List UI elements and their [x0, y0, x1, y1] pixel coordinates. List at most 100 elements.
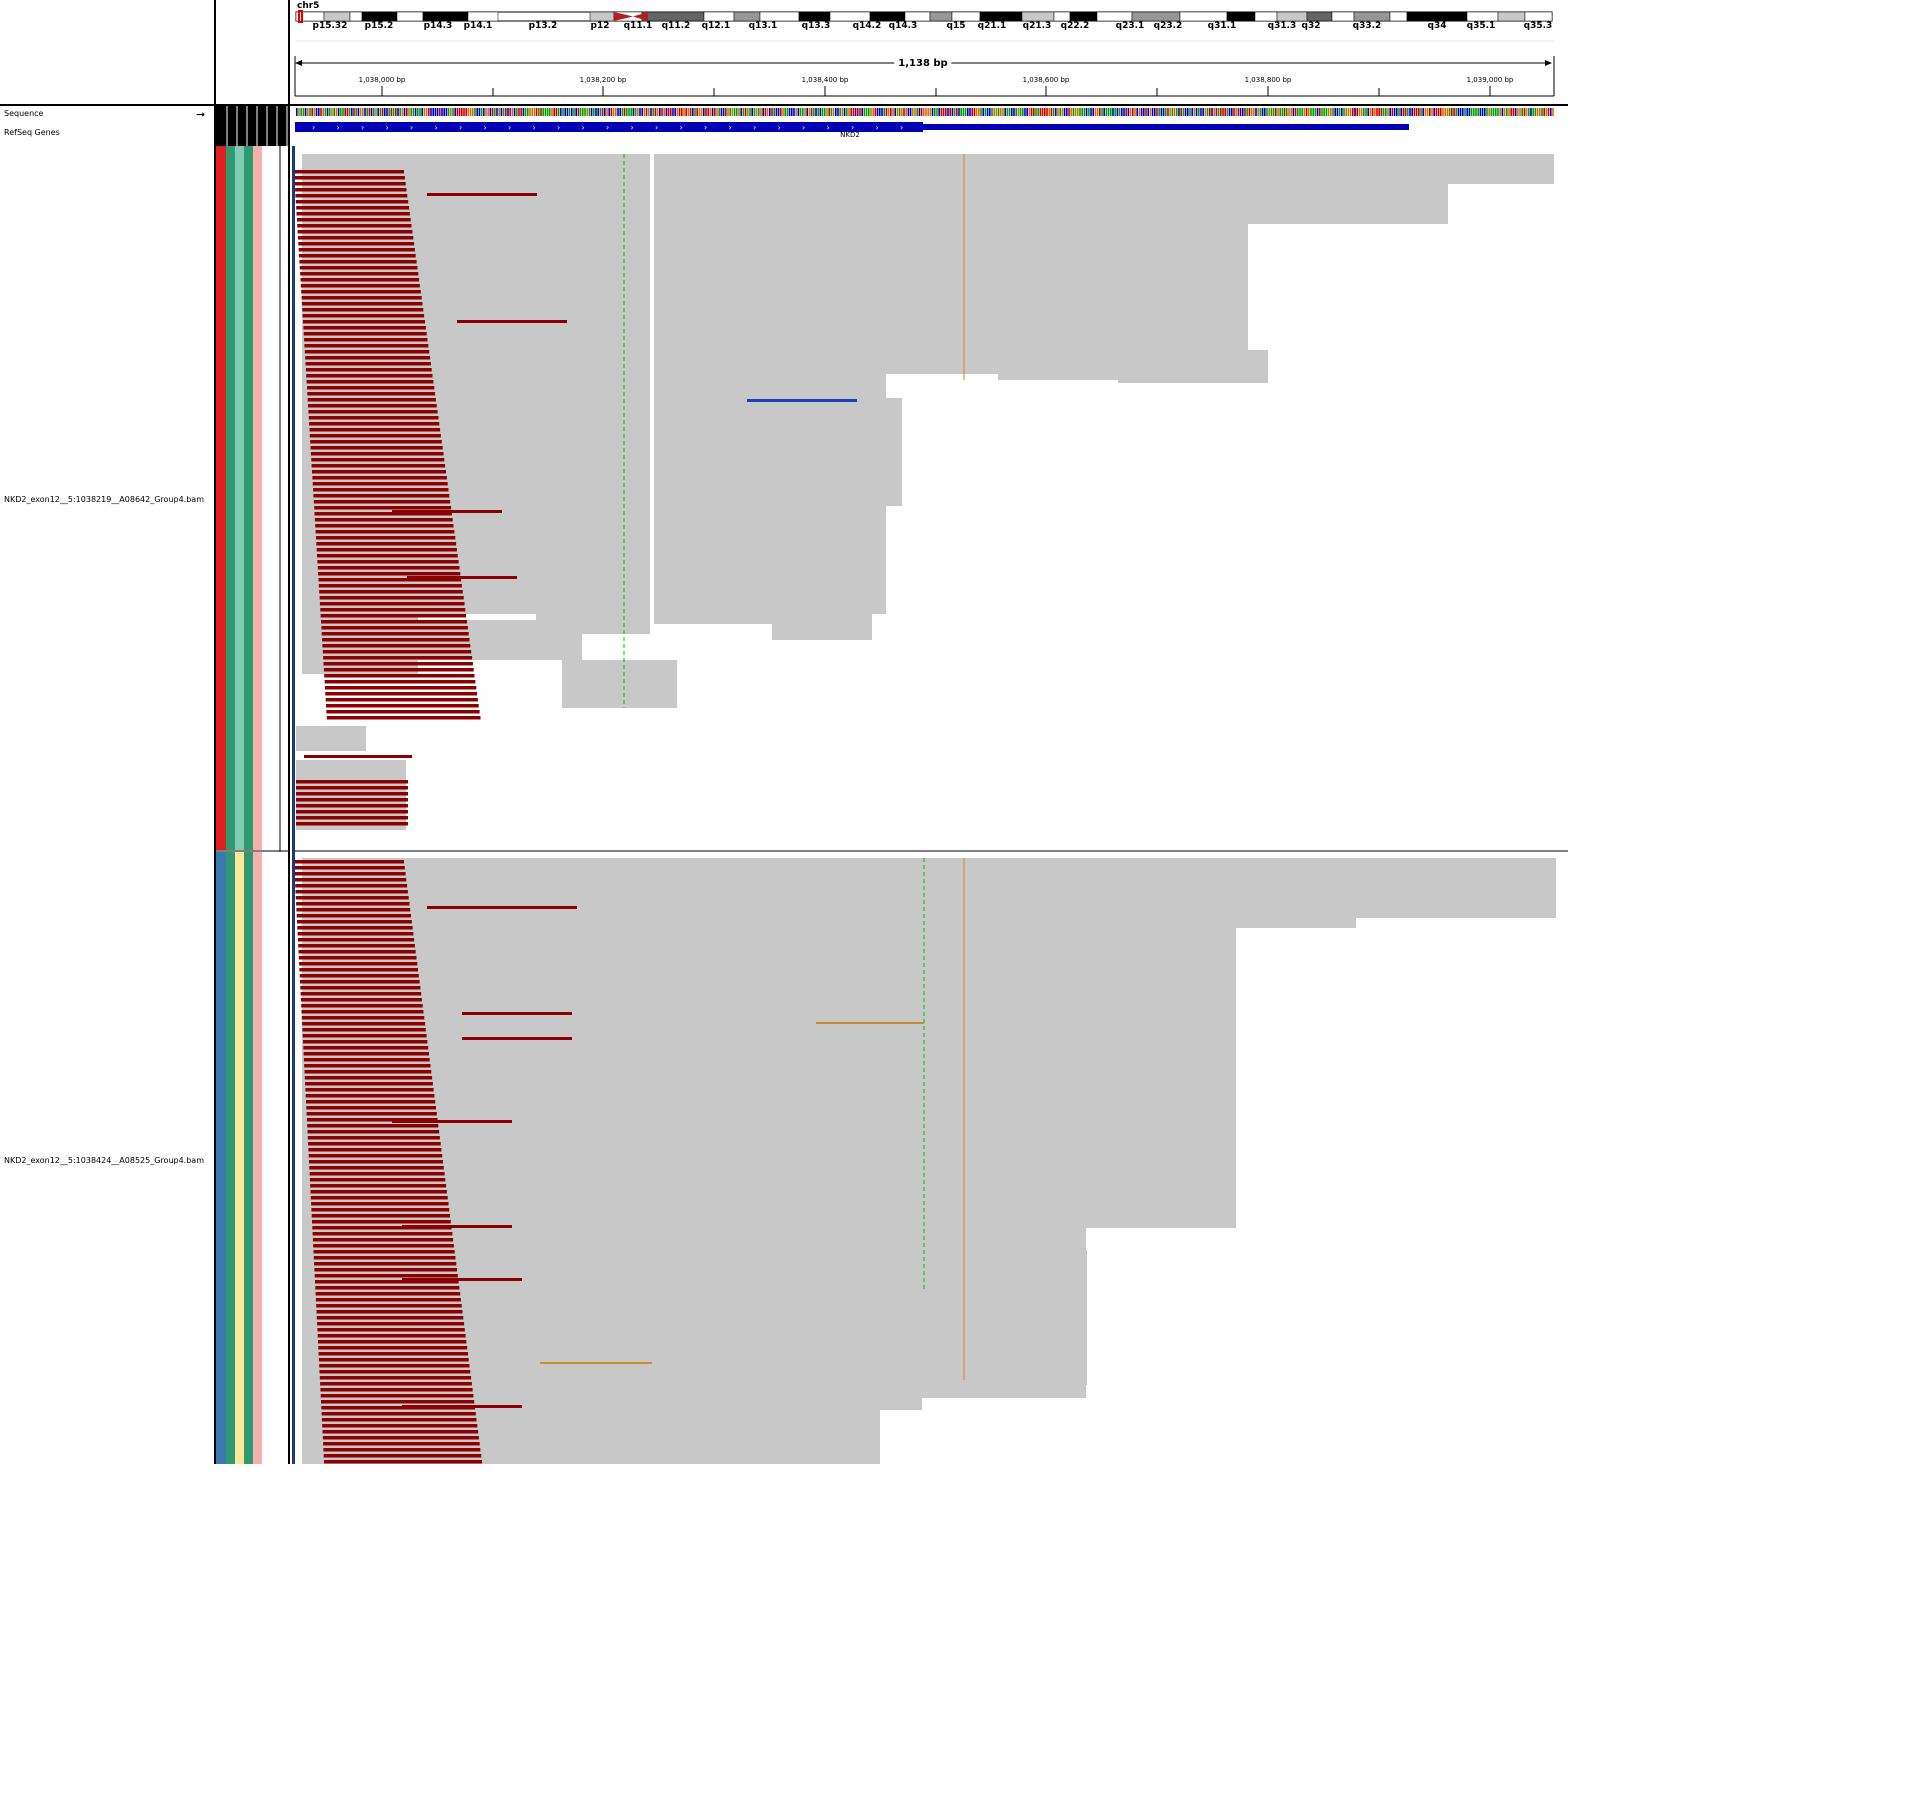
soft-clipped-read [319, 1370, 471, 1374]
sequence-base [441, 108, 443, 116]
gene-label[interactable]: NKD2 [840, 131, 860, 139]
sequence-base [815, 108, 817, 116]
sequence-base [1385, 108, 1387, 116]
soft-clipped-read [316, 548, 457, 552]
sequence-base [1396, 108, 1398, 116]
sequence-base [1209, 108, 1211, 116]
strand-chevron-icon: › [508, 123, 511, 132]
track-name-refseq[interactable]: RefSeq Genes [4, 128, 60, 137]
sequence-base [617, 108, 619, 116]
sequence-base [973, 108, 976, 116]
sequence-base [1244, 108, 1246, 116]
sequence-base [425, 108, 428, 116]
sequence-base [362, 108, 364, 116]
sequence-base [894, 108, 896, 116]
ruler-arrow-right [1545, 60, 1552, 66]
soft-clipped-read [305, 1094, 435, 1098]
track-name-bam1[interactable]: NKD2_exon12__5:1038219__A08642_Group4.ba… [4, 495, 204, 504]
sequence-base [599, 108, 602, 116]
ruler-tick-label: 1,038,000 bp [358, 76, 406, 84]
sequence-base [971, 108, 973, 116]
sequence-base [929, 108, 932, 116]
sequence-base [978, 108, 980, 116]
sequence-base [1378, 108, 1380, 116]
sequence-base [1160, 108, 1163, 116]
sequence-base [467, 108, 470, 116]
data-panel[interactable]: chr5 p15.32 p15.2 p14.3 p14.1 p13.2 p12 q11.1 q… [292, 0, 1568, 1464]
band-label: p15.2 [364, 21, 394, 31]
sequence-base [1418, 108, 1420, 116]
soft-clipped-read [314, 512, 452, 516]
sequence-base [1028, 108, 1031, 116]
sequence-base [804, 108, 806, 116]
aligned-read-block [992, 1250, 1087, 1385]
sequence-base [1433, 108, 1435, 116]
soft-clipped-read [296, 822, 408, 826]
soft-clipped-read [306, 1112, 437, 1116]
sequence-track[interactable]: › › › › › › › › › › › › › › › › › › › › › › › › › [292, 0, 1568, 150]
sequence-base [346, 108, 349, 116]
sequence-base [480, 108, 483, 116]
sequence-base [564, 108, 566, 116]
soft-clipped-read [300, 272, 419, 276]
sequence-base [322, 108, 324, 116]
soft-clipped-read [296, 914, 411, 918]
sequence-base [626, 108, 628, 116]
soft-clipped-read [316, 1316, 464, 1320]
sequence-base [1486, 108, 1488, 116]
sequence-base [522, 108, 525, 116]
sequence-base [1455, 108, 1457, 116]
centromere-left [614, 12, 633, 21]
sequence-base [474, 108, 476, 116]
soft-clipped-read [306, 1106, 436, 1110]
sequence-base [368, 108, 371, 116]
sequence-base [553, 108, 555, 116]
sequence-base [1442, 108, 1444, 116]
sequence-base [1429, 108, 1431, 116]
sequence-base [694, 108, 696, 116]
sequence-base [364, 108, 366, 116]
sequence-base [621, 108, 624, 116]
sequence-base [927, 108, 929, 116]
sequence-base [696, 108, 698, 116]
sequence-base [828, 108, 830, 116]
ideogram[interactable] [292, 0, 1568, 40]
sequence-base [1178, 108, 1180, 116]
sequence-base [436, 108, 439, 116]
sequence-base [722, 108, 725, 116]
strand-chevron-icon: › [606, 123, 609, 132]
alignment-tracks[interactable] [292, 0, 1568, 1464]
sequence-base [379, 108, 382, 116]
attr-cell [235, 852, 244, 1464]
strand-chevron-icon: › [312, 123, 315, 132]
sequence-base [777, 108, 780, 116]
strand-arrow-icon[interactable]: ➞ [196, 108, 206, 121]
sequence-base [681, 108, 683, 116]
soft-clipped-read [319, 590, 463, 594]
soft-clipped-read [314, 1274, 458, 1278]
attribute-columns[interactable] [216, 0, 288, 1464]
strand-chevron-icon: › [827, 123, 830, 132]
sequence-base [1294, 108, 1297, 116]
soft-clipped-read [326, 710, 480, 714]
sequence-base [1114, 108, 1116, 116]
soft-clipped-read [310, 452, 444, 456]
sequence-base [1180, 108, 1182, 116]
soft-clipped-read [320, 1394, 474, 1398]
attr-cell [226, 146, 235, 850]
soft-clipped-read [325, 686, 477, 690]
strand-chevron-icon: › [582, 123, 585, 132]
sequence-base [1264, 108, 1266, 116]
soft-clipped-read [298, 242, 415, 246]
track-name-sequence[interactable]: Sequence [4, 109, 44, 118]
track-name-bam2[interactable]: NKD2_exon12__5:1038424__A08525_Group4.ba… [4, 1156, 204, 1165]
band-label: q35.1 [1466, 21, 1496, 31]
sequence-base [1039, 108, 1042, 116]
soft-clipped-read [312, 1238, 454, 1242]
sequence-base [337, 108, 340, 116]
sequence-base [1358, 108, 1361, 116]
sequence-base [555, 108, 558, 116]
soft-clipped-read [301, 1010, 424, 1014]
sequence-base [1081, 108, 1083, 116]
soft-clipped-read [318, 1352, 468, 1356]
